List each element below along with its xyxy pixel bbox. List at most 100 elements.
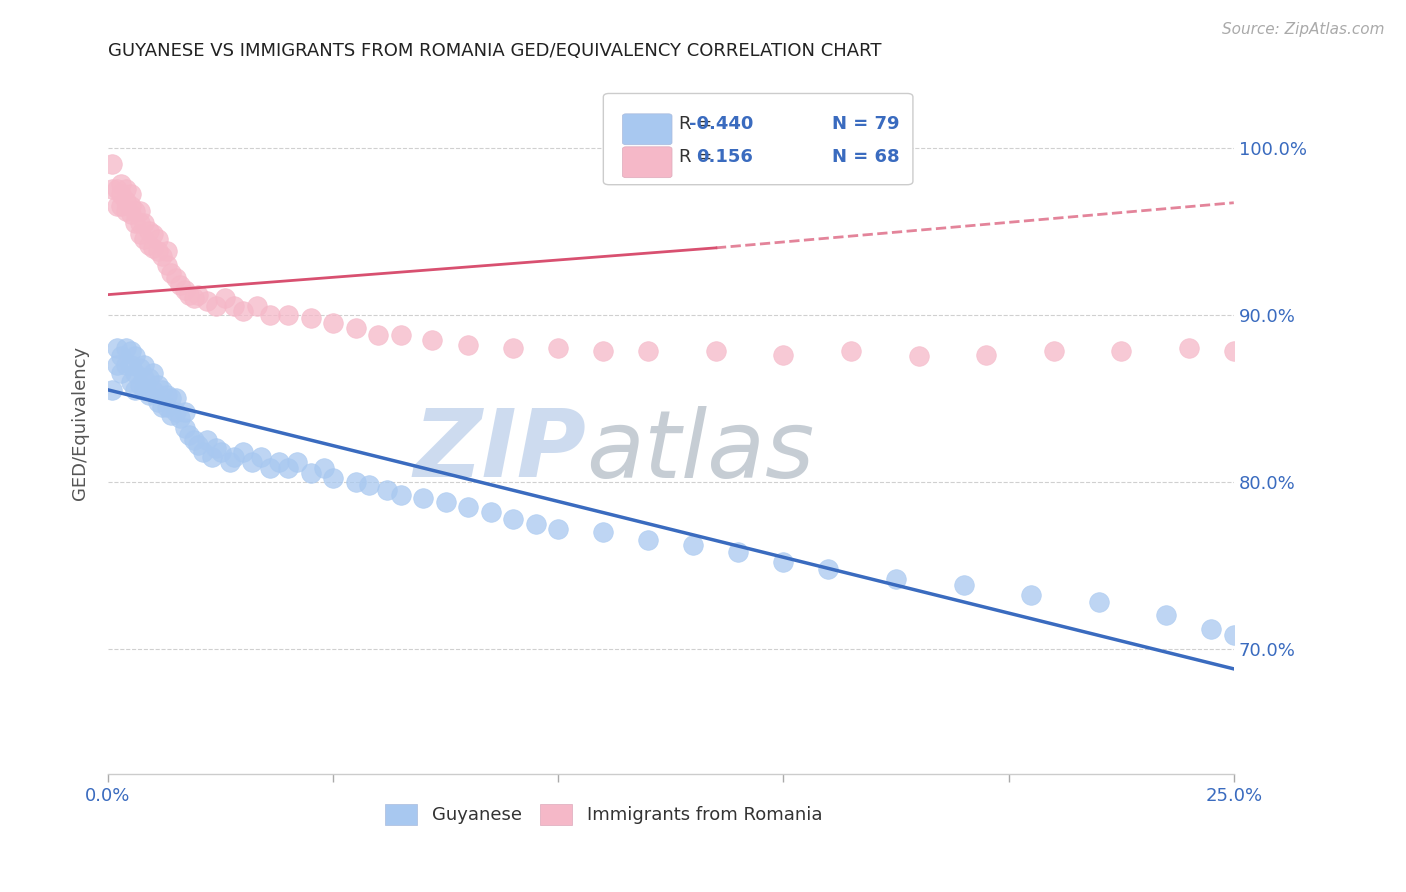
Point — [177, 428, 200, 442]
Point — [1154, 608, 1177, 623]
Point — [412, 491, 434, 506]
Point — [155, 388, 177, 402]
Text: -0.440: -0.440 — [689, 115, 754, 133]
Point — [502, 511, 524, 525]
Point — [1177, 341, 1199, 355]
Point — [1223, 344, 1246, 359]
Point — [375, 483, 398, 497]
Point — [105, 341, 128, 355]
Point — [1246, 344, 1268, 359]
Point — [214, 291, 236, 305]
Point — [637, 344, 659, 359]
Point — [160, 266, 183, 280]
Point — [1042, 344, 1064, 359]
Point — [187, 287, 209, 301]
Point — [146, 244, 169, 259]
Point — [120, 358, 142, 372]
Point — [128, 377, 150, 392]
Point — [124, 366, 146, 380]
Y-axis label: GED/Equivalency: GED/Equivalency — [72, 346, 89, 500]
Point — [704, 344, 727, 359]
Point — [359, 478, 381, 492]
Point — [1313, 344, 1336, 359]
Point — [322, 316, 344, 330]
Point — [547, 341, 569, 355]
Point — [389, 327, 412, 342]
Text: N = 79: N = 79 — [832, 115, 900, 133]
Point — [592, 524, 614, 539]
Point — [120, 207, 142, 221]
Point — [259, 308, 281, 322]
Point — [173, 404, 195, 418]
Point — [1199, 622, 1222, 636]
Point — [727, 545, 749, 559]
Point — [138, 388, 160, 402]
Point — [277, 308, 299, 322]
FancyBboxPatch shape — [623, 147, 672, 178]
FancyBboxPatch shape — [603, 94, 912, 185]
Point — [120, 199, 142, 213]
Point — [124, 204, 146, 219]
Point — [128, 216, 150, 230]
Point — [218, 455, 240, 469]
Point — [434, 495, 457, 509]
Text: 0.156: 0.156 — [696, 148, 754, 166]
Point — [142, 227, 165, 242]
Point — [1268, 344, 1291, 359]
Point — [817, 561, 839, 575]
Point — [1223, 628, 1246, 642]
Point — [195, 294, 218, 309]
Point — [222, 299, 245, 313]
Point — [138, 237, 160, 252]
Point — [128, 227, 150, 242]
Point — [367, 327, 389, 342]
Point — [105, 182, 128, 196]
Point — [124, 350, 146, 364]
Point — [120, 344, 142, 359]
Point — [101, 383, 124, 397]
Point — [974, 348, 997, 362]
Point — [155, 400, 177, 414]
Text: R =: R = — [679, 148, 718, 166]
Point — [183, 433, 205, 447]
Point — [232, 304, 254, 318]
Point — [142, 366, 165, 380]
Point — [195, 433, 218, 447]
Point — [637, 533, 659, 548]
Point — [142, 241, 165, 255]
Point — [205, 442, 228, 456]
Point — [110, 187, 132, 202]
Point — [146, 377, 169, 392]
Point — [169, 277, 191, 292]
Point — [592, 344, 614, 359]
Point — [420, 333, 443, 347]
Legend: Guyanese, Immigrants from Romania: Guyanese, Immigrants from Romania — [385, 804, 823, 825]
Point — [128, 361, 150, 376]
Point — [1109, 344, 1132, 359]
Point — [110, 350, 132, 364]
Point — [115, 194, 138, 208]
Point — [165, 404, 187, 418]
Point — [146, 232, 169, 246]
Point — [115, 341, 138, 355]
Point — [165, 271, 187, 285]
Point — [839, 344, 862, 359]
Point — [907, 350, 929, 364]
Point — [344, 475, 367, 489]
Point — [146, 394, 169, 409]
Point — [389, 488, 412, 502]
Point — [155, 258, 177, 272]
Point — [105, 199, 128, 213]
Point — [120, 187, 142, 202]
Point — [299, 467, 322, 481]
Point — [277, 461, 299, 475]
Point — [285, 455, 308, 469]
Point — [150, 383, 173, 397]
Point — [124, 216, 146, 230]
Point — [502, 341, 524, 355]
Point — [115, 182, 138, 196]
Point — [269, 455, 291, 469]
Point — [150, 249, 173, 263]
Point — [1019, 588, 1042, 602]
Point — [209, 444, 232, 458]
